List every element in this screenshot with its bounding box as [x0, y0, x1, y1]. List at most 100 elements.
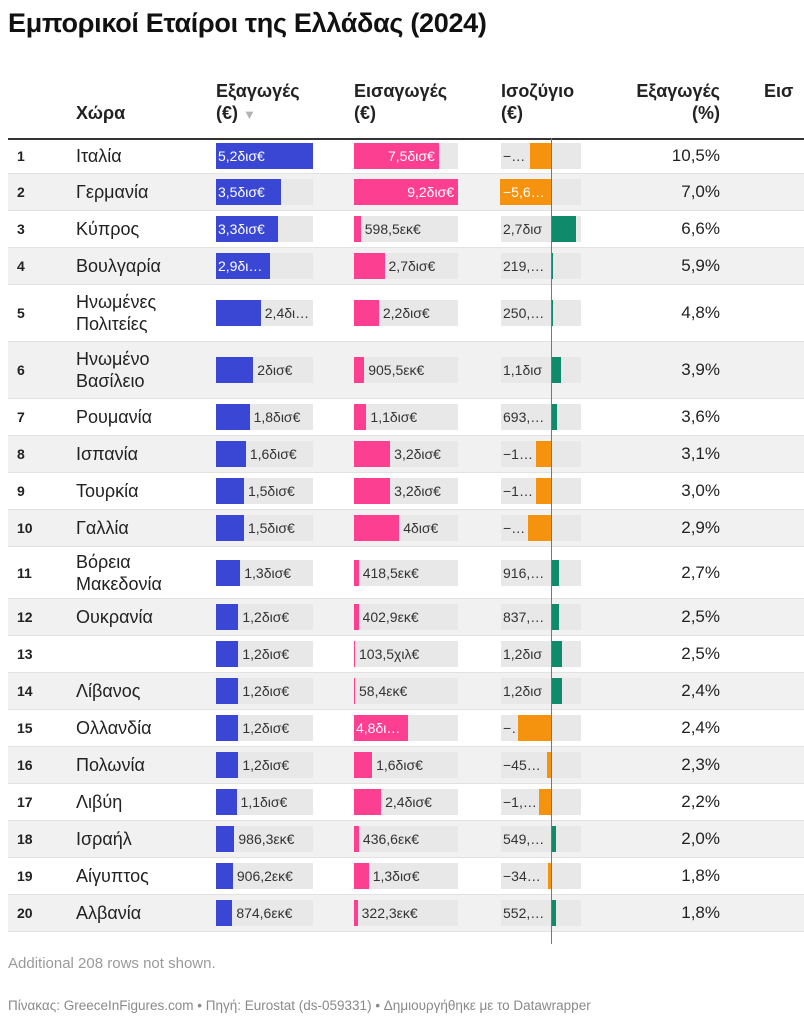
imports-track: 58,4εκ€: [354, 678, 458, 704]
row-country: Ρουμανία: [76, 407, 153, 427]
exports-bar: [216, 357, 254, 383]
balance-value-label: 1,2δισ: [503, 683, 543, 699]
row-exports-pct: 2,5%: [681, 644, 720, 663]
row-exports-pct: 2,7%: [681, 562, 720, 582]
row-country: Τουρκία: [76, 481, 139, 501]
row-exports-pct: 1,8%: [681, 866, 720, 885]
table-row[interactable]: 5 Ηνωμένες Πολιτείες 2,4δι… 2,2δισ€ 250,2… 4,…: [8, 285, 804, 342]
imports-bar: [354, 752, 373, 778]
exports-bar: [216, 826, 235, 852]
table-row[interactable]: 18 Ισραήλ 986,3εκ€ 436,6εκ€ 549,7… 2,0%: [8, 821, 804, 858]
row-country: Κύπρος: [76, 219, 140, 239]
imports-track: 402,9εκ€: [354, 604, 458, 630]
table-body: 1 Ιταλία 5,2δισ€ 7,5δισ€ −2,… 10,5% 2 Γερμανία 3…: [8, 138, 804, 932]
balance-track: −1,…: [501, 478, 581, 504]
exports-value-label: 1,2δισ€: [242, 683, 290, 699]
imports-track: 2,4δισ€: [354, 789, 458, 815]
row-rank: 11: [17, 564, 32, 581]
balance-track: −…: [501, 715, 581, 741]
imports-bar: [354, 789, 382, 815]
imports-value-label: 9,2δισ€: [407, 184, 454, 200]
imports-value-label: 3,2δισ€: [394, 446, 441, 462]
table-row[interactable]: 14 Λίβανος 1,2δισ€ 58,4εκ€ 1,2δισ 2,4%: [8, 673, 804, 710]
balance-track: −2,…: [501, 142, 581, 169]
imports-value-label: 418,5εκ€: [362, 564, 419, 581]
balance-bar: [547, 863, 551, 889]
imports-track: 1,3δισ€: [354, 863, 458, 889]
row-country: Ολλανδία: [76, 718, 152, 738]
exports-track: 1,3δισ€: [216, 559, 313, 586]
header-imports-pct-partial[interactable]: Εισ: [764, 81, 794, 101]
imports-value-label: 2,7δισ€: [388, 258, 436, 274]
balance-value-label: 219,8…: [503, 258, 550, 274]
table-row[interactable]: 2 Γερμανία 3,5δισ€ 9,2δισ€ −5,6… 7,0%: [8, 174, 804, 211]
balance-bar: [551, 826, 556, 852]
balance-track: −2,…: [501, 515, 581, 541]
table-row[interactable]: 15 Ολλανδία 1,2δισ€ 4,8δι… −… 2,4%: [8, 710, 804, 747]
table-row[interactable]: 9 Τουρκία 1,5δισ€ 3,2δισ€ −1,… 3,0%: [8, 473, 804, 510]
exports-bar: [216, 179, 282, 205]
table-row[interactable]: 16 Πολωνία 1,2δισ€ 1,6δισ€ −453,… 2,3%: [8, 747, 804, 784]
table-row[interactable]: 20 Αλβανία 874,6εκ€ 322,3εκ€ 552,3… 1,8%: [8, 895, 804, 932]
exports-bar: [216, 715, 239, 741]
imports-bar: [354, 515, 400, 541]
imports-bar: [354, 179, 458, 205]
table-row[interactable]: 12 Ουκρανία 1,2δισ€ 402,9εκ€ 837,9… 2,5%: [8, 599, 804, 636]
table-row[interactable]: 3 Κύπρος 3,3δισ€ 598,5εκ€ 2,7δισ 6,6%: [8, 211, 804, 248]
imports-bar: [354, 216, 361, 242]
balance-value-label: −…: [503, 720, 517, 736]
row-exports-pct: 2,4%: [681, 681, 720, 700]
exports-bar: [216, 300, 261, 326]
exports-track: 3,3δισ€: [216, 216, 313, 242]
balance-track: 693,5…: [501, 404, 581, 430]
exports-track: 3,5δισ€: [216, 179, 313, 205]
table-row[interactable]: 4 Βουλγαρία 2,9δι… 2,7δισ€ 219,8… 5,9%: [8, 248, 804, 285]
imports-value-label: 2,2δισ€: [382, 305, 430, 321]
imports-track: 103,5χιλ€: [354, 641, 458, 667]
header-imports[interactable]: Εισαγωγές (€): [354, 80, 447, 124]
balance-bar: [539, 789, 551, 815]
imports-track: 598,5εκ€: [354, 216, 458, 242]
table-row[interactable]: 8 Ισπανία 1,6δισ€ 3,2δισ€ −1,… 3,1%: [8, 436, 804, 473]
row-country: Ηνωμένες Πολιτείες: [76, 292, 157, 334]
table-row[interactable]: 7 Ρουμανία 1,8δισ€ 1,1δισ€ 693,5… 3,6%: [8, 399, 804, 436]
table-row[interactable]: 17 Λιβύη 1,1δισ€ 2,4δισ€ −1,3… 2,2%: [8, 784, 804, 821]
balance-value-label: 693,5…: [503, 409, 550, 425]
imports-bar: [354, 478, 391, 504]
header-country[interactable]: Χώρα: [76, 103, 126, 123]
table-row[interactable]: 19 Αίγυπτος 906,2εκ€ 1,3δισ€ −344,… 1,8%: [8, 858, 804, 895]
balance-bar: [546, 752, 551, 778]
row-exports-pct: 6,6%: [681, 219, 720, 238]
header-balance[interactable]: Ισοζύγιο (€): [501, 80, 574, 124]
balance-bar: [551, 253, 553, 279]
exports-track: 1,2δισ€: [216, 678, 313, 704]
balance-value-label: −453,…: [503, 757, 546, 773]
exports-track: 1,6δισ€: [216, 441, 313, 467]
exports-value-label: 1,5δισ€: [247, 520, 295, 536]
balance-track: 1,2δισ: [501, 678, 581, 704]
table-row[interactable]: 6 Ηνωμένο Βασίλειο 2δισ€ 905,5εκ€ 1,1δισ 3,9%: [8, 342, 804, 399]
row-exports-pct: 5,9%: [681, 256, 720, 275]
exports-bar: [216, 604, 239, 630]
table-row[interactable]: 10 Γαλλία 1,5δισ€ 4δισ€ −2,… 2,9%: [8, 510, 804, 547]
exports-bar: [216, 559, 241, 586]
row-rank: 4: [17, 258, 25, 274]
exports-track: 1,2δισ€: [216, 715, 313, 741]
header-exports[interactable]: Εξαγωγές (€) ▼: [216, 80, 300, 126]
row-country: Λιβύη: [76, 792, 123, 812]
table-row[interactable]: 13 1,2δισ€ 103,5χιλ€ 1,2δισ 2,5%: [8, 636, 804, 673]
row-exports-pct: 7,0%: [681, 182, 720, 201]
row-country: Αλβανία: [76, 903, 142, 923]
header-exports-pct[interactable]: Εξαγωγές (%): [608, 80, 720, 124]
table-row[interactable]: 1 Ιταλία 5,2δισ€ 7,5δισ€ −2,… 10,5%: [8, 138, 804, 174]
row-exports-pct: 1,8%: [681, 903, 720, 922]
exports-track: 986,3εκ€: [216, 826, 313, 852]
table-row[interactable]: 11 Βόρεια Μακεδονία 1,3δισ€ 418,5εκ€ 916,3… 2…: [8, 547, 804, 599]
balance-track: 552,3…: [501, 900, 581, 926]
row-exports-pct: 2,2%: [681, 792, 720, 811]
row-country: Αίγυπτος: [76, 866, 149, 886]
balance-value-label: 1,1δισ: [503, 362, 543, 378]
balance-value-label: −2,…: [503, 147, 529, 164]
imports-bar: [354, 641, 355, 667]
imports-value-label: 1,3δισ€: [372, 868, 420, 884]
